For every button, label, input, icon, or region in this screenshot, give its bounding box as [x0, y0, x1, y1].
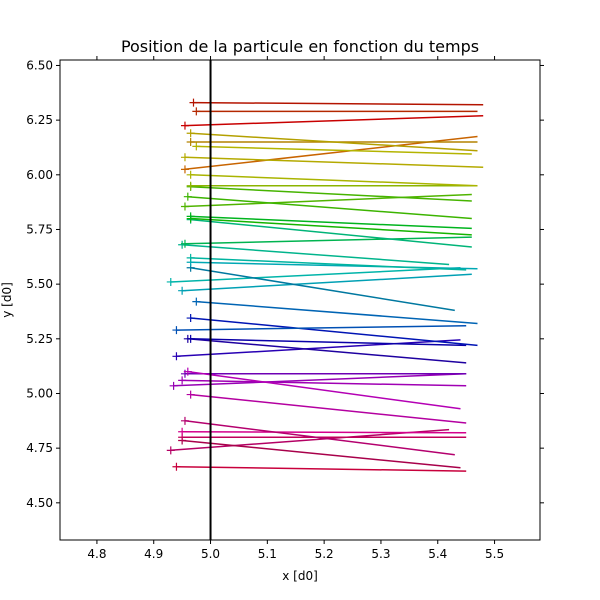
x-axis-label: x [d0] — [282, 569, 318, 583]
series-line-22 — [190, 257, 467, 271]
x-tick-label: 5.0 — [201, 547, 220, 561]
series-line-17 — [196, 300, 478, 325]
y-tick-label: 6.25 — [26, 113, 53, 127]
x-tick-label: 5.5 — [485, 547, 504, 561]
start-marker-15 — [186, 314, 195, 323]
start-marker-36 — [186, 138, 195, 147]
series-line-19 — [170, 266, 461, 283]
start-marker-37 — [186, 129, 195, 138]
start-marker-32 — [186, 170, 195, 179]
series-line-12 — [176, 339, 461, 358]
chart-title: Position de la particule en fonction du … — [121, 37, 479, 56]
start-marker-39 — [192, 107, 201, 116]
start-marker-22 — [186, 253, 195, 262]
start-marker-5 — [178, 427, 187, 436]
y-tick-label: 4.50 — [26, 496, 53, 510]
series-line-1 — [176, 465, 467, 472]
series-line-25 — [190, 218, 472, 248]
y-tick-label: 5.25 — [26, 332, 53, 346]
start-marker-1 — [172, 462, 181, 471]
start-marker-6 — [180, 416, 189, 425]
x-tick-label: 4.8 — [87, 547, 106, 561]
series-line-30 — [190, 186, 472, 202]
start-marker-29 — [183, 192, 192, 201]
start-marker-18 — [178, 286, 187, 295]
start-marker-35 — [192, 142, 201, 151]
start-marker-28 — [180, 202, 189, 211]
series-line-37 — [190, 132, 478, 152]
y-tick-label: 5.75 — [26, 222, 53, 236]
series-line-6 — [184, 420, 455, 456]
x-tick-label: 5.2 — [315, 547, 334, 561]
x-tick-label: 5.1 — [258, 547, 277, 561]
start-marker-27 — [186, 212, 195, 221]
series-line-15 — [190, 317, 478, 347]
start-marker-7 — [186, 390, 195, 399]
series-line-29 — [187, 195, 472, 220]
x-tick-label: 4.9 — [144, 547, 163, 561]
y-tick-label: 5.50 — [26, 277, 53, 291]
y-tick-label: 6.00 — [26, 168, 53, 182]
y-axis-label: y [d0] — [0, 282, 14, 318]
start-marker-16 — [172, 326, 181, 335]
ticks-layer: 4.8 4.9 5.0 5.1 5.2 5.3 5.4 5.5 4.50 4.75 5.00 5.25… — [26, 56, 544, 561]
start-marker-9 — [178, 376, 187, 385]
series-line-40 — [193, 101, 484, 106]
series-line-7 — [190, 393, 467, 424]
x-tick-label: 5.4 — [428, 547, 447, 561]
series-line-9 — [182, 379, 467, 387]
start-marker-40 — [189, 98, 198, 107]
series-line-3 — [182, 439, 461, 469]
start-marker-17 — [192, 297, 201, 306]
start-marker-38 — [180, 121, 189, 130]
x-tick-label: 5.3 — [371, 547, 390, 561]
plot-frame — [59, 59, 541, 541]
series-line-23 — [182, 244, 450, 266]
series-line-24 — [184, 236, 472, 245]
start-marker-19 — [166, 277, 175, 286]
start-marker-31 — [186, 181, 195, 190]
series-line-11 — [187, 370, 461, 410]
series-line-18 — [182, 273, 472, 292]
series-line-20 — [190, 266, 455, 312]
series-line-28 — [184, 193, 472, 208]
series-line-13 — [187, 338, 467, 364]
series-line-35 — [196, 145, 472, 155]
start-marker-24 — [180, 239, 189, 248]
start-marker-2 — [166, 446, 175, 455]
start-marker-11 — [183, 367, 192, 376]
series-line-38 — [184, 115, 484, 127]
start-marker-14 — [186, 334, 195, 343]
series-line-14 — [190, 338, 467, 347]
series-line-27 — [190, 215, 472, 230]
start-marker-34 — [180, 153, 189, 162]
series-line-8 — [173, 373, 467, 387]
start-marker-33 — [180, 165, 189, 174]
start-marker-8 — [169, 381, 178, 390]
series-line-32 — [190, 174, 478, 187]
series-line-26 — [190, 217, 472, 236]
series-line-34 — [184, 156, 484, 168]
series-line-5 — [182, 431, 467, 434]
series-line-16 — [176, 324, 467, 331]
y-tick-label: 4.75 — [26, 441, 53, 455]
y-tick-label: 6.50 — [26, 58, 53, 72]
y-tick-label: 5.00 — [26, 386, 53, 400]
start-marker-12 — [172, 352, 181, 361]
series-layer — [166, 98, 484, 472]
